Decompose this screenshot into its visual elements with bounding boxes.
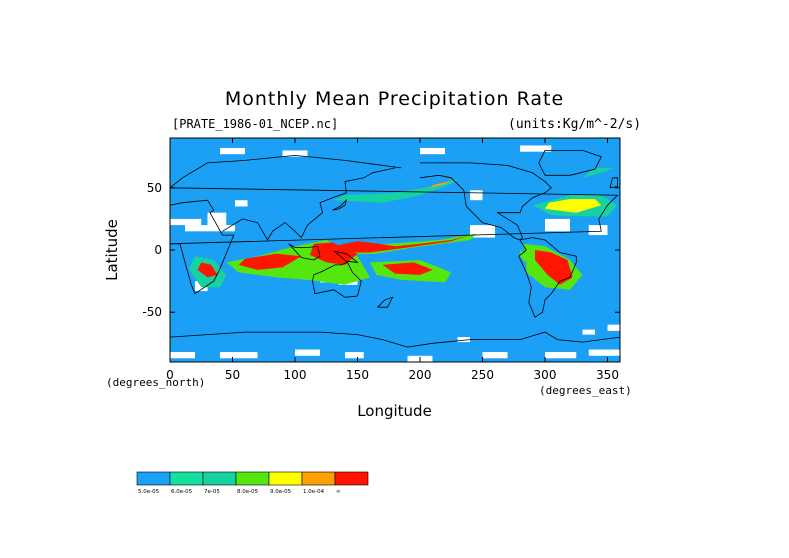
precipitation-region bbox=[332, 235, 470, 253]
missing-data-patch bbox=[520, 145, 552, 152]
file-name-label: [PRATE_1986-01_NCEP.nc] bbox=[172, 117, 339, 131]
colorbar-swatch bbox=[202, 471, 237, 486]
x-axis-label: Longitude bbox=[357, 402, 432, 420]
missing-data-patch bbox=[207, 212, 227, 226]
precipitation-region bbox=[430, 177, 455, 188]
precipitation-region bbox=[197, 262, 218, 278]
y-tick-label: -50 bbox=[142, 305, 162, 319]
missing-data-patch bbox=[235, 200, 248, 207]
axis-ticks: 0 50 100 150 200 250 300 350 50 0 -50 bbox=[142, 138, 620, 382]
colorbar-label: 8.0e-05 bbox=[237, 489, 259, 495]
x-unit-label: (degrees_north) bbox=[106, 376, 206, 389]
x-tick-label: 350 bbox=[596, 368, 619, 382]
colorbar-swatch bbox=[334, 471, 369, 486]
y-tick-label: 0 bbox=[154, 243, 162, 257]
coastline bbox=[609, 177, 618, 189]
missing-data-patch bbox=[582, 329, 595, 335]
coastline bbox=[333, 250, 359, 263]
colorbar-label: 7e-05 bbox=[204, 489, 220, 495]
coastline bbox=[170, 331, 620, 348]
x-tick-label: 0 bbox=[166, 368, 174, 382]
missing-data-patch bbox=[588, 225, 608, 236]
coastline bbox=[170, 154, 402, 189]
missing-data-patch bbox=[185, 225, 235, 232]
coastline bbox=[377, 296, 394, 308]
precipitation-region bbox=[535, 250, 573, 285]
colorbar-swatch bbox=[169, 471, 204, 486]
missing-data-patch bbox=[588, 349, 620, 356]
coastline bbox=[538, 149, 602, 176]
y-axis-label: Latitude bbox=[103, 219, 121, 281]
precipitation-region bbox=[582, 167, 614, 178]
x-tick-label: 50 bbox=[225, 368, 240, 382]
colorbar: 5.0e-05 6.0e-05 7e-05 8.0e-05 9.0e-05 1.0e-04… bbox=[136, 471, 369, 495]
colorbar-swatch bbox=[268, 471, 303, 486]
missing-data-patch bbox=[345, 352, 364, 359]
precipitation-region bbox=[332, 177, 460, 203]
precipitation-region bbox=[545, 199, 602, 213]
missing-data-patch bbox=[482, 352, 508, 359]
colorbar-label: 9.0e-05 bbox=[270, 489, 292, 495]
colorbar-swatch bbox=[136, 471, 171, 486]
coastline bbox=[170, 187, 619, 295]
coastline bbox=[419, 162, 552, 241]
chart-title: Monthly Mean Precipitation Rate bbox=[224, 88, 565, 110]
units-label: (units:Kg/m^-2/s) bbox=[508, 117, 642, 132]
missing-data-patch bbox=[220, 147, 245, 155]
missing-data-patch bbox=[607, 324, 620, 331]
missing-data-patch bbox=[545, 352, 577, 359]
precipitation-region bbox=[238, 253, 302, 270]
missing-data-patch bbox=[420, 147, 445, 155]
y-tick-label: 50 bbox=[147, 181, 162, 195]
precipitation-region bbox=[310, 242, 358, 265]
missing-data-patch bbox=[220, 352, 258, 359]
missing-data-patch bbox=[170, 352, 195, 359]
colorbar-label: 5.0e-05 bbox=[138, 489, 160, 495]
coastline bbox=[288, 243, 321, 261]
x-tick-label: 250 bbox=[471, 368, 494, 382]
missing-data-patch bbox=[457, 337, 470, 343]
x-tick-label: 100 bbox=[284, 368, 307, 382]
coastline bbox=[222, 167, 396, 241]
colorbar-swatch bbox=[301, 471, 336, 486]
missing-data-patch bbox=[295, 349, 320, 356]
precipitation-region bbox=[382, 262, 433, 275]
colorbar-label: 6.0e-05 bbox=[171, 489, 193, 495]
colorbar-label: 1.0e-04 bbox=[303, 489, 325, 495]
colorbar-label: ∞ bbox=[336, 489, 341, 495]
coastline bbox=[332, 198, 348, 211]
missing-data-patch bbox=[170, 218, 202, 226]
colorbar-swatch bbox=[235, 471, 270, 486]
plot-area bbox=[170, 138, 620, 362]
missing-data-patch bbox=[470, 190, 483, 201]
missing-data-patch bbox=[545, 218, 570, 232]
coastlines bbox=[170, 149, 620, 348]
x-tick-label: 200 bbox=[409, 368, 432, 382]
coastline bbox=[312, 261, 362, 298]
missing-data-patch bbox=[282, 150, 308, 157]
x-tick-label: 150 bbox=[346, 368, 369, 382]
coastline bbox=[518, 237, 577, 318]
y-unit-label: (degrees_east) bbox=[539, 384, 632, 397]
x-tick-label: 300 bbox=[534, 368, 557, 382]
